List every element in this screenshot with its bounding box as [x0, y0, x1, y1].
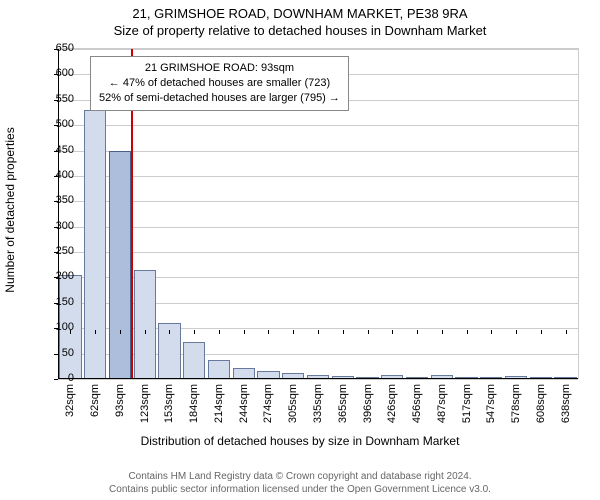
gridline: [58, 49, 578, 50]
chart-container: 21, GRIMSHOE ROAD, DOWNHAM MARKET, PE38 …: [0, 0, 600, 500]
xtick-mark: [566, 330, 567, 334]
annotation-line-3: 52% of semi-detached houses are larger (…: [99, 91, 340, 106]
ytick-label: 400: [44, 169, 74, 181]
ytick-label: 550: [44, 93, 74, 105]
xtick-mark: [70, 330, 71, 334]
xtick-label: 608sqm: [535, 384, 547, 423]
xtick-mark: [417, 330, 418, 334]
ytick-label: 350: [44, 194, 74, 206]
xtick-label: 93sqm: [114, 384, 126, 417]
annotation-line-1: 21 GRIMSHOE ROAD: 93sqm: [99, 61, 340, 76]
footer-attribution: Contains HM Land Registry data © Crown c…: [0, 470, 600, 496]
gridline: [58, 227, 578, 228]
gridline: [58, 379, 578, 380]
xtick-mark: [120, 330, 121, 334]
xtick-label: 305sqm: [287, 384, 299, 423]
xtick-label: 244sqm: [238, 384, 250, 423]
x-axis-title: Distribution of detached houses by size …: [0, 434, 600, 448]
xtick-mark: [442, 330, 443, 334]
xtick-mark: [491, 330, 492, 334]
footer-line-2: Contains public sector information licen…: [0, 483, 600, 496]
chart-subtitle: Size of property relative to detached ho…: [0, 23, 600, 40]
xtick-label: 638sqm: [560, 384, 572, 423]
xtick-label: 335sqm: [312, 384, 324, 423]
xtick-mark: [368, 330, 369, 334]
bar: [208, 360, 230, 379]
xtick-mark: [219, 330, 220, 334]
xtick-mark: [244, 330, 245, 334]
annotation-box: 21 GRIMSHOE ROAD: 93sqm ← 47% of detache…: [90, 56, 349, 111]
y-axis-title: Number of detached properties: [3, 127, 17, 292]
ytick-label: 600: [44, 67, 74, 79]
annotation-line-2: ← 47% of detached houses are smaller (72…: [99, 76, 340, 91]
xtick-mark: [392, 330, 393, 334]
ytick-label: 500: [44, 118, 74, 130]
ytick-label: 250: [44, 245, 74, 257]
gridline: [58, 252, 578, 253]
xtick-label: 396sqm: [362, 384, 374, 423]
xtick-mark: [194, 330, 195, 334]
xtick-mark: [293, 330, 294, 334]
xtick-label: 153sqm: [163, 384, 175, 423]
xtick-label: 365sqm: [337, 384, 349, 423]
gridline: [58, 151, 578, 152]
bar: [84, 110, 106, 379]
xtick-mark: [467, 330, 468, 334]
xtick-mark: [145, 330, 146, 334]
ytick-label: 450: [44, 144, 74, 156]
gridline: [58, 201, 578, 202]
ytick-label: 0: [44, 372, 74, 384]
footer-line-1: Contains HM Land Registry data © Crown c…: [0, 470, 600, 483]
xtick-mark: [541, 330, 542, 334]
chart-title: 21, GRIMSHOE ROAD, DOWNHAM MARKET, PE38 …: [0, 0, 600, 23]
xtick-mark: [318, 330, 319, 334]
xtick-mark: [343, 330, 344, 334]
ytick-label: 50: [44, 347, 74, 359]
ytick-label: 200: [44, 270, 74, 282]
xtick-mark: [95, 330, 96, 334]
xtick-label: 517sqm: [461, 384, 473, 423]
gridline: [58, 125, 578, 126]
xtick-label: 214sqm: [213, 384, 225, 423]
xtick-label: 62sqm: [89, 384, 101, 417]
xtick-label: 456sqm: [411, 384, 423, 423]
xtick-label: 184sqm: [188, 384, 200, 423]
bar: [134, 270, 156, 379]
xtick-label: 547sqm: [485, 384, 497, 423]
gridline: [58, 176, 578, 177]
x-axis-line: [58, 378, 578, 379]
xtick-label: 578sqm: [510, 384, 522, 423]
xtick-mark: [169, 330, 170, 334]
xtick-mark: [516, 330, 517, 334]
ytick-label: 650: [44, 42, 74, 54]
ytick-label: 150: [44, 296, 74, 308]
ytick-label: 300: [44, 220, 74, 232]
bar: [183, 342, 205, 379]
xtick-label: 487sqm: [436, 384, 448, 423]
xtick-label: 123sqm: [139, 384, 151, 423]
xtick-label: 274sqm: [262, 384, 274, 423]
xtick-mark: [268, 330, 269, 334]
xtick-label: 426sqm: [386, 384, 398, 423]
xtick-label: 32sqm: [64, 384, 76, 417]
bar: [109, 151, 131, 379]
